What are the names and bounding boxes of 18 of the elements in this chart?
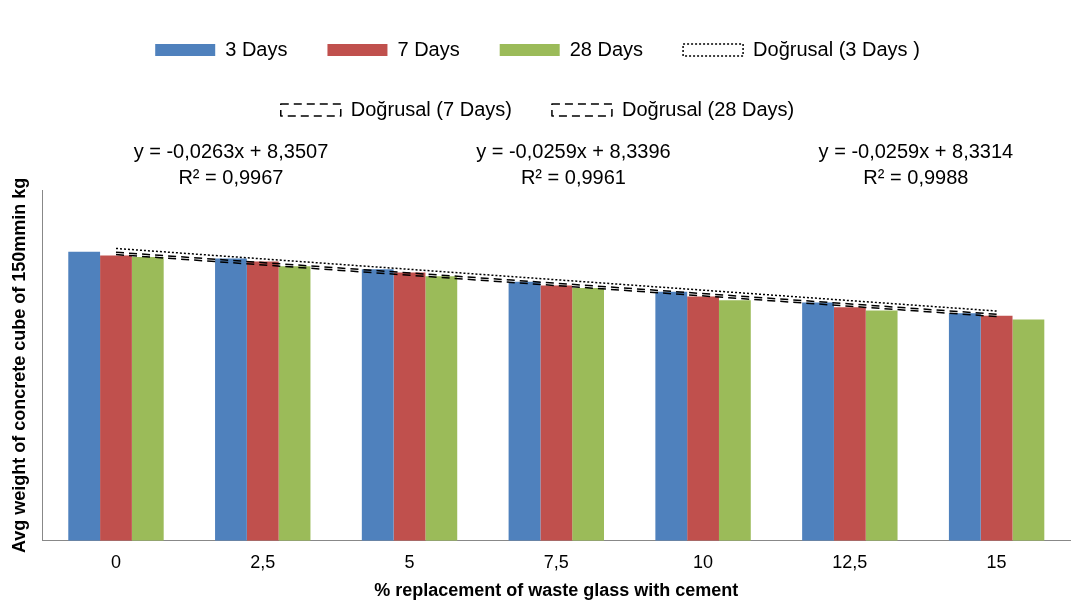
x-tick-label: 0 [110,551,121,572]
x-tick-label: 12,5 [832,551,868,572]
text: y = -0,0259x + 8,3314 R² = 0,9988 [818,139,1014,188]
legend-label: Doğrusal (3 Days ) [753,37,920,60]
legend-label: Doğrusal (7 Days) [350,97,512,120]
legend-label: 28 Days [569,37,644,60]
legend-label: 7 Days [397,37,460,60]
text: y = -0,0259x + 8,3396 R² = 0,9961 [476,139,671,188]
legend-label: Doğrusal (28 Days) [621,97,795,120]
y-axis-title: Avg weight of concrete cube of 150mmin kg [8,177,29,554]
x-tick-label: 7,5 [543,551,569,572]
x-tick-label: 2,5 [250,551,276,572]
x-tick-label: 15 [986,551,1007,572]
x-tick-label: 10 [693,551,714,572]
x-axis-title: % replacement of waste glass with cement [374,580,739,601]
text: y = -0,0263x + 8,3507 R² = 0,9967 [133,139,329,188]
x-tick-label: 5 [404,551,415,572]
legend-label: 3 Days [225,37,288,60]
